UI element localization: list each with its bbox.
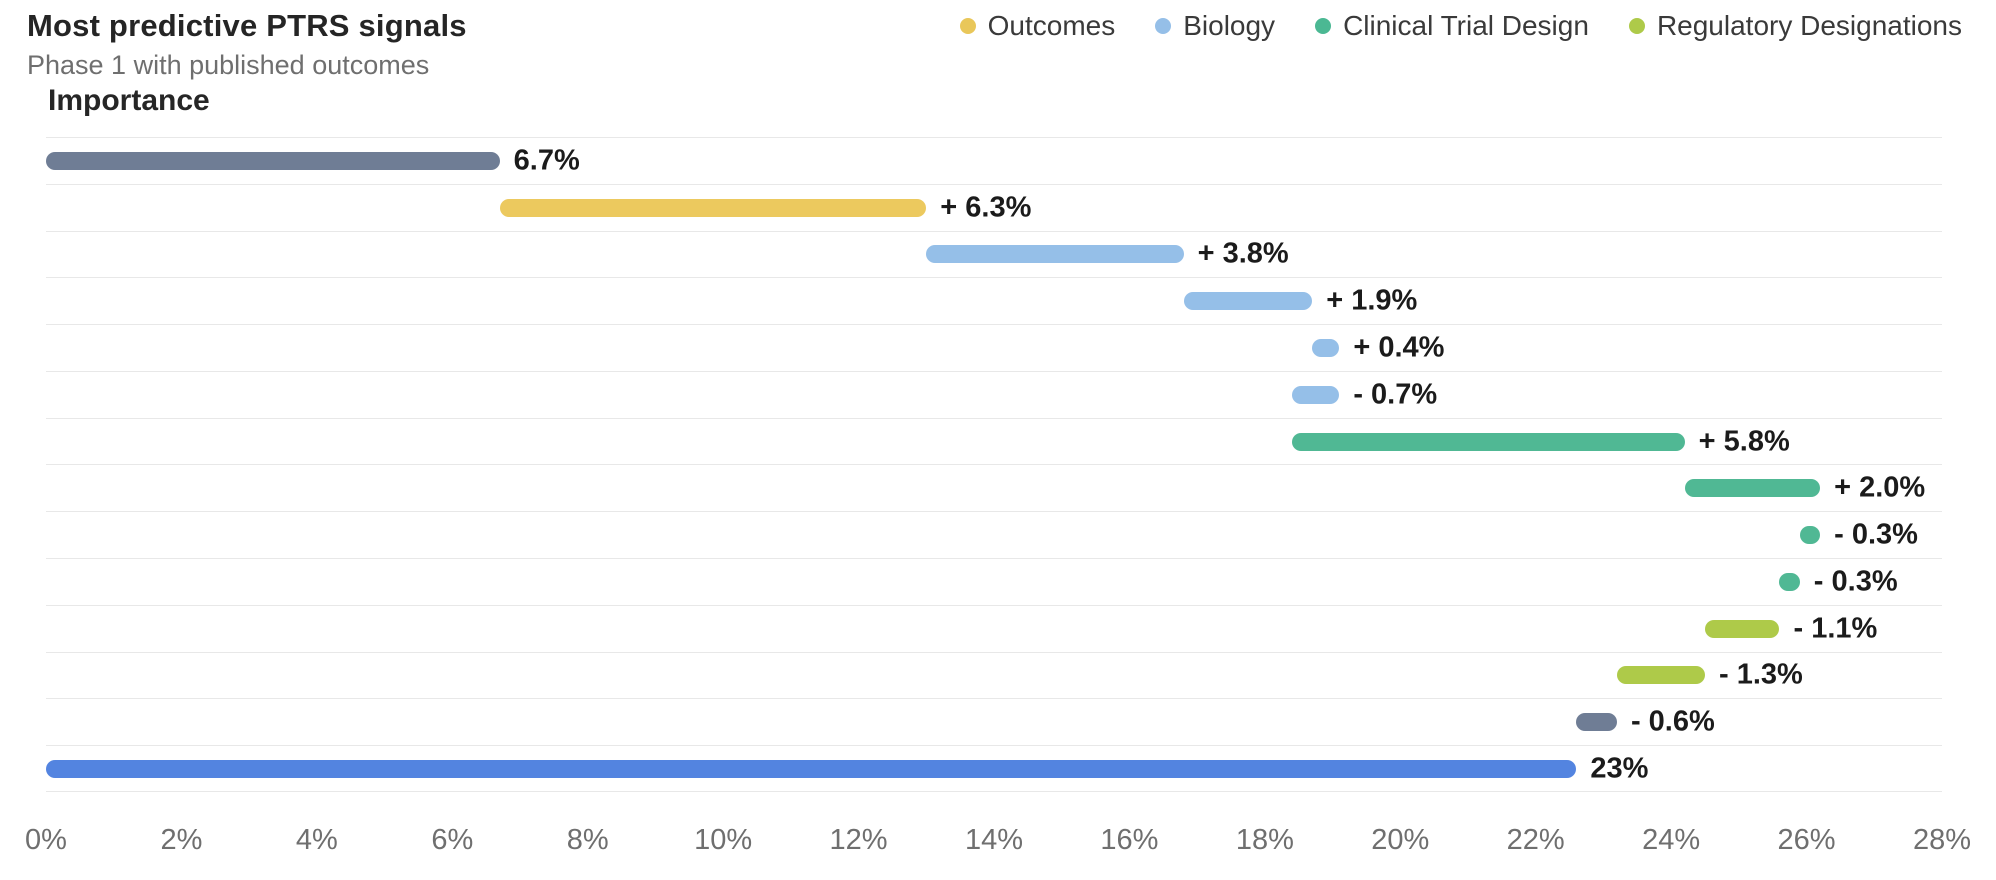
- waterfall-bar-14[interactable]: [46, 760, 1577, 779]
- waterfall-bar-5[interactable]: [1312, 339, 1340, 358]
- waterfall-bar-2[interactable]: [499, 198, 927, 217]
- chart-row: - 0.3%: [46, 558, 1942, 605]
- legend: Outcomes Biology Clinical Trial Design Regu…: [959, 10, 1962, 42]
- legend-dot-icon: [1315, 18, 1332, 34]
- y-axis-title: Importance: [48, 84, 210, 117]
- legend-item-label: Biology: [1183, 10, 1276, 41]
- legend-item-label: Outcomes: [987, 10, 1116, 41]
- waterfall-bar-8[interactable]: [1684, 479, 1821, 498]
- chart-row: - 0.3%: [46, 511, 1942, 558]
- page-subtitle: Phase 1 with published outcomes: [27, 50, 430, 80]
- bar-value-label: + 3.8%: [1197, 237, 1289, 270]
- chart-row: 6.7%: [46, 137, 1942, 184]
- legend-item-label: Clinical Trial Design: [1343, 10, 1589, 41]
- x-axis-tick-label: 2%: [160, 824, 203, 856]
- x-axis-tick-label: 24%: [1642, 824, 1701, 856]
- x-axis-tick-label: 12%: [829, 824, 888, 856]
- waterfall-bar-1[interactable]: [46, 151, 500, 170]
- bar-value-label: + 1.9%: [1326, 284, 1418, 317]
- bar-value-label: + 0.4%: [1353, 331, 1445, 364]
- waterfall-bar-9[interactable]: [1799, 526, 1821, 545]
- waterfall-bar-12[interactable]: [1616, 666, 1705, 685]
- chart-row: + 1.9%: [46, 277, 1942, 324]
- bar-value-label: 23%: [1590, 752, 1649, 785]
- legend-item-label: Regulatory Designations: [1656, 10, 1962, 41]
- chart-row: + 3.8%: [46, 230, 1942, 278]
- x-axis-tick-label: 28%: [1912, 824, 1972, 856]
- waterfall-bar-10[interactable]: [1779, 572, 1800, 591]
- waterfall-bar-3[interactable]: [926, 245, 1184, 264]
- waterfall-bar-7[interactable]: [1291, 432, 1685, 451]
- legend-item-outcomes[interactable]: Outcomes: [959, 10, 1116, 42]
- bar-value-label: + 5.8%: [1698, 425, 1790, 458]
- chart-row: - 1.1%: [46, 604, 1942, 652]
- legend-item-regulatory-designations[interactable]: Regulatory Designations: [1628, 10, 1962, 42]
- waterfall-bar-4[interactable]: [1183, 292, 1313, 311]
- x-axis-tick-label: 6%: [431, 824, 474, 856]
- chart-row: - 0.6%: [46, 698, 1942, 745]
- page-title: Most predictive PTRS signals: [27, 8, 467, 43]
- bar-value-label: 6.7%: [513, 144, 580, 177]
- bar-value-label: - 0.7%: [1353, 378, 1438, 411]
- chart-row: - 0.7%: [46, 370, 1942, 418]
- x-axis-tick-label: 20%: [1371, 824, 1430, 856]
- x-axis-tick-label: 14%: [964, 824, 1024, 856]
- bar-value-label: - 1.3%: [1719, 658, 1803, 691]
- chart-row: - 1.3%: [46, 651, 1942, 699]
- legend-item-biology[interactable]: Biology: [1155, 10, 1275, 42]
- legend-dot-icon: [1155, 18, 1172, 34]
- chart-header: Most predictive PTRS signals Phase 1 wit…: [27, 8, 1962, 81]
- waterfall-bar-13[interactable]: [1576, 713, 1617, 732]
- bar-value-label: + 6.3%: [940, 191, 1032, 224]
- bar-value-label: - 1.1%: [1793, 612, 1878, 645]
- legend-dot-icon: [1628, 18, 1645, 34]
- legend-dot-icon: [959, 18, 976, 34]
- x-axis-tick-label: 8%: [566, 824, 609, 856]
- x-axis-tick-label: 22%: [1506, 824, 1565, 856]
- bar-value-label: - 0.3%: [1834, 518, 1918, 551]
- waterfall-bar-6[interactable]: [1291, 385, 1340, 404]
- chart-row: + 0.4%: [46, 324, 1942, 371]
- title-block: Most predictive PTRS signals Phase 1 wit…: [27, 8, 467, 81]
- chart-row: 23%: [46, 745, 1942, 792]
- chart-row: + 2.0%: [46, 464, 1942, 511]
- waterfall-bar-11[interactable]: [1705, 619, 1780, 638]
- x-axis-tick-label: 26%: [1777, 824, 1836, 856]
- chart-row: + 6.3%: [46, 183, 1942, 231]
- legend-item-clinical-trial-design[interactable]: Clinical Trial Design: [1315, 10, 1589, 42]
- x-axis-tick-label: 0%: [25, 824, 67, 856]
- chart-row: + 5.8%: [46, 417, 1942, 465]
- x-axis: 0% 2% 4% 6% 8% 10% 12% 14% 16% 18% 20% 22% 24% 26% 28%: [25, 792, 1971, 880]
- x-axis-tick-label: 4%: [295, 824, 338, 856]
- x-axis-tick-label: 10%: [694, 824, 753, 856]
- bar-value-label: + 2.0%: [1834, 471, 1926, 504]
- x-axis-tick-label: 18%: [1235, 824, 1294, 856]
- x-axis-tick-label: 16%: [1100, 824, 1159, 856]
- bar-value-label: - 0.3%: [1813, 565, 1898, 598]
- bar-value-label: - 0.6%: [1630, 705, 1715, 738]
- plot-area: 6.7% + 6.3% + 3.8% + 1.9% + 0.4% - 0.7% + 5.8%…: [46, 137, 1942, 792]
